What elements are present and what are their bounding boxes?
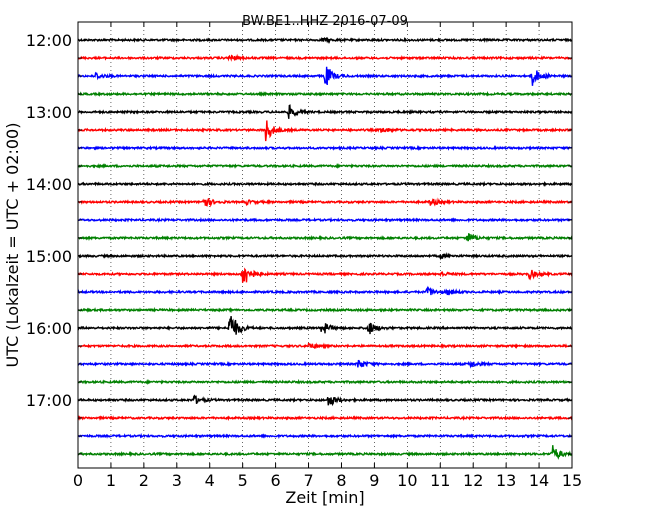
x-tick-label: 5 bbox=[238, 471, 248, 490]
trace-line bbox=[77, 267, 573, 283]
x-tick-label: 15 bbox=[562, 471, 582, 490]
trace-line bbox=[77, 53, 573, 62]
trace-line bbox=[77, 432, 573, 439]
x-tick-label: 4 bbox=[205, 471, 215, 490]
trace-line bbox=[77, 216, 573, 223]
x-tick-label: 14 bbox=[529, 471, 549, 490]
trace-line bbox=[77, 359, 573, 369]
trace-line bbox=[77, 197, 573, 208]
y-tick-label: 16:00 bbox=[26, 319, 72, 338]
y-axis: 12:00 13:00 14:00 15:00 16:00 17:00 bbox=[26, 31, 572, 455]
trace-line bbox=[77, 342, 573, 350]
trace-line bbox=[77, 316, 573, 335]
trace-line bbox=[77, 104, 573, 119]
trace-line bbox=[77, 414, 573, 421]
trace-line bbox=[77, 251, 573, 261]
trace-line bbox=[77, 180, 573, 188]
trace-line bbox=[77, 144, 573, 151]
trace-line bbox=[77, 394, 573, 407]
x-tick-label: 10 bbox=[397, 471, 417, 490]
plot-frame bbox=[77, 21, 573, 469]
x-tick-label: 0 bbox=[73, 471, 83, 490]
trace-line bbox=[77, 445, 573, 460]
y-axis-label: UTC (Lokalzeit = UTC + 02:00) bbox=[3, 123, 22, 368]
trace-line bbox=[77, 36, 573, 44]
x-tick-label: 13 bbox=[496, 471, 516, 490]
x-axis: 0 1 2 3 4 5 6 7 8 9 10 11 12 13 14 15 bbox=[73, 22, 582, 490]
x-tick-label: 11 bbox=[430, 471, 450, 490]
trace-line bbox=[77, 378, 573, 386]
trace-line bbox=[77, 66, 573, 86]
y-tick-label: 13:00 bbox=[26, 103, 72, 122]
trace-line bbox=[77, 162, 573, 170]
x-tick-label: 2 bbox=[139, 471, 149, 490]
trace-group bbox=[77, 36, 573, 460]
x-tick-label: 1 bbox=[106, 471, 116, 490]
trace-line bbox=[77, 306, 573, 314]
y-tick-label: 15:00 bbox=[26, 247, 72, 266]
x-tick-label: 7 bbox=[303, 471, 313, 490]
x-axis-label: Zeit [min] bbox=[285, 488, 364, 507]
x-tick-label: 12 bbox=[463, 471, 483, 490]
trace-line bbox=[77, 90, 573, 97]
y-tick-label: 17:00 bbox=[26, 391, 72, 410]
x-tick-label: 8 bbox=[336, 471, 346, 490]
y-tick-label: 14:00 bbox=[26, 175, 72, 194]
x-tick-label: 3 bbox=[172, 471, 182, 490]
trace-line bbox=[77, 285, 573, 296]
y-tick-label: 12:00 bbox=[26, 31, 72, 50]
x-tick-label: 6 bbox=[271, 471, 281, 490]
trace-line bbox=[77, 233, 573, 242]
x-tick-label: 9 bbox=[369, 471, 379, 490]
trace-line bbox=[77, 120, 573, 142]
